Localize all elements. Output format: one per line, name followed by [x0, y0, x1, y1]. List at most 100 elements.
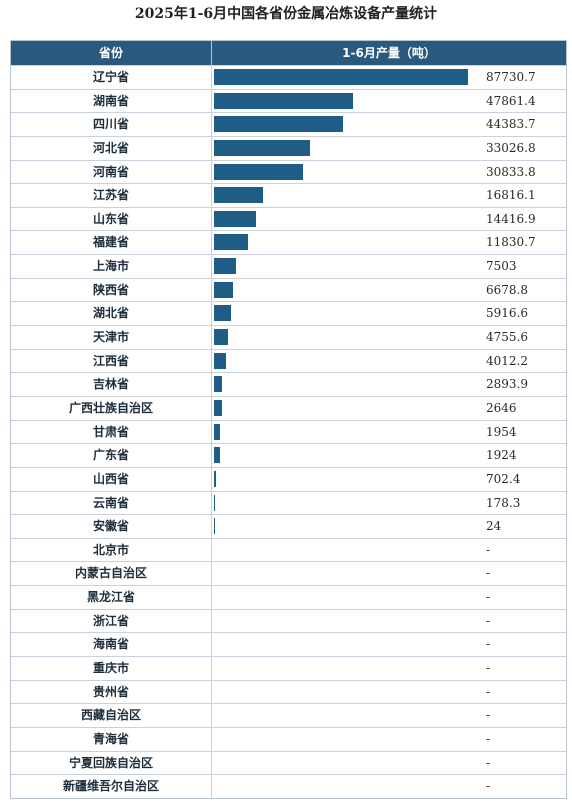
bar-cell [212, 137, 472, 160]
table-row: 宁夏回族自治区 - [11, 750, 566, 775]
province-label: 陕西省 [11, 278, 212, 302]
table-row: 福建省 11830.7 [11, 230, 566, 255]
province-label: 福建省 [11, 231, 212, 255]
province-label: 云南省 [11, 491, 212, 515]
province-label: 吉林省 [11, 373, 212, 396]
bar-cell [212, 113, 472, 136]
bar-辽宁省 [214, 69, 468, 85]
province-label: 青海省 [11, 727, 212, 751]
bar-天津市 [214, 329, 228, 346]
bar-cell [212, 397, 472, 420]
bar-cell [212, 444, 472, 467]
table-body: 辽宁省 87730.7 湖南省 47861.4 四川省 44383.7 河北省 33026.8… [11, 65, 566, 798]
table-row: 天津市 4755.6 [11, 325, 566, 349]
province-label: 江西省 [11, 349, 212, 373]
table-row: 贵州省 - [11, 679, 566, 704]
chart-title: 2025年1-6月中国各省份金属冶炼设备产量统计 [134, 6, 438, 22]
value-label: 44383.7 [486, 117, 536, 132]
bar-cell [212, 775, 472, 798]
bar-cell [212, 302, 472, 325]
value-label: - [486, 731, 491, 746]
value-label: 11830.7 [486, 235, 536, 250]
value-label: 33026.8 [486, 140, 536, 155]
bar-湖北省 [214, 305, 232, 322]
province-label: 上海市 [11, 255, 212, 278]
table-row: 河南省 30833.8 [11, 159, 566, 184]
bar-cell [212, 492, 472, 515]
value-label: 6678.8 [486, 282, 528, 297]
table-row: 内蒙古自治区 - [11, 561, 566, 586]
bar-江西省 [214, 352, 226, 369]
production-table: 省份 1-6月产量（吨） 辽宁省 87730.7 湖南省 47861.4 四川省 4438… [10, 40, 567, 799]
bar-甘肃省 [214, 423, 220, 440]
value-label: - [486, 590, 491, 605]
bar-江苏省 [214, 187, 263, 204]
header-province: 省份 [11, 41, 212, 65]
table-row: 云南省 178.3 [11, 490, 566, 515]
province-label: 黑龙江省 [11, 586, 212, 609]
value-label: 1924 [486, 448, 517, 463]
bar-cell [212, 681, 472, 704]
table-row: 江西省 4012.2 [11, 348, 566, 373]
bar-河北省 [214, 139, 310, 156]
value-label: 30833.8 [486, 164, 536, 179]
bar-cell [212, 184, 472, 207]
value-label: 5916.6 [486, 306, 528, 321]
bar-cell [212, 208, 472, 231]
bar-福建省 [214, 234, 249, 251]
province-label: 内蒙古自治区 [11, 562, 212, 586]
bar-cell [212, 350, 472, 373]
table-row: 安徽省 24 [11, 514, 566, 538]
bar-cell [212, 633, 472, 656]
table-row: 黑龙江省 - [11, 585, 566, 609]
province-label: 山东省 [11, 207, 212, 231]
bar-陕西省 [214, 281, 234, 298]
province-label: 天津市 [11, 326, 212, 349]
province-label: 湖北省 [11, 302, 212, 326]
bar-河南省 [214, 163, 304, 180]
table-row: 广西壮族自治区 2646 [11, 395, 566, 420]
value-label: - [486, 684, 491, 699]
table-row: 浙江省 - [11, 608, 566, 633]
province-label: 甘肃省 [11, 420, 212, 444]
province-label: 广东省 [11, 444, 212, 467]
value-label: 2893.9 [486, 377, 528, 392]
table-row: 西藏自治区 - [11, 703, 566, 727]
bar-cell [212, 90, 472, 113]
province-label: 安徽省 [11, 515, 212, 538]
bar-cell [212, 562, 472, 585]
province-label: 江苏省 [11, 184, 212, 207]
bar-上海市 [214, 258, 236, 275]
value-label: 7503 [486, 259, 517, 274]
bar-cell [212, 657, 472, 680]
bar-湖南省 [214, 92, 353, 109]
bar-cell [212, 704, 472, 727]
table-row: 湖北省 5916.6 [11, 301, 566, 326]
value-label: - [486, 755, 491, 770]
table-row: 陕西省 6678.8 [11, 277, 566, 302]
bar-cell [212, 468, 472, 491]
province-label: 新疆维吾尔自治区 [11, 775, 212, 798]
table-row: 山东省 14416.9 [11, 206, 566, 231]
bar-cell [212, 279, 472, 302]
bar-cell [212, 161, 472, 184]
value-label: - [486, 613, 491, 628]
province-label: 山西省 [11, 467, 212, 491]
province-label: 河北省 [11, 136, 212, 160]
value-label: - [486, 708, 491, 723]
bar-cell [212, 610, 472, 633]
table-row: 山西省 702.4 [11, 466, 566, 491]
bar-cell [212, 421, 472, 444]
province-label: 宁夏回族自治区 [11, 751, 212, 775]
value-label: - [486, 779, 491, 794]
bar-山东省 [214, 210, 256, 227]
table-header: 省份 1-6月产量（吨） [11, 41, 566, 65]
bar-cell [212, 231, 472, 254]
bar-广东省 [214, 447, 220, 464]
table-row: 湖南省 47861.4 [11, 88, 566, 113]
province-label: 北京市 [11, 538, 212, 562]
province-label: 广西壮族自治区 [11, 396, 212, 420]
header-value: 1-6月产量（吨） [342, 46, 436, 60]
table-row: 北京市 - [11, 537, 566, 562]
bar-广西壮族自治区 [214, 399, 222, 416]
